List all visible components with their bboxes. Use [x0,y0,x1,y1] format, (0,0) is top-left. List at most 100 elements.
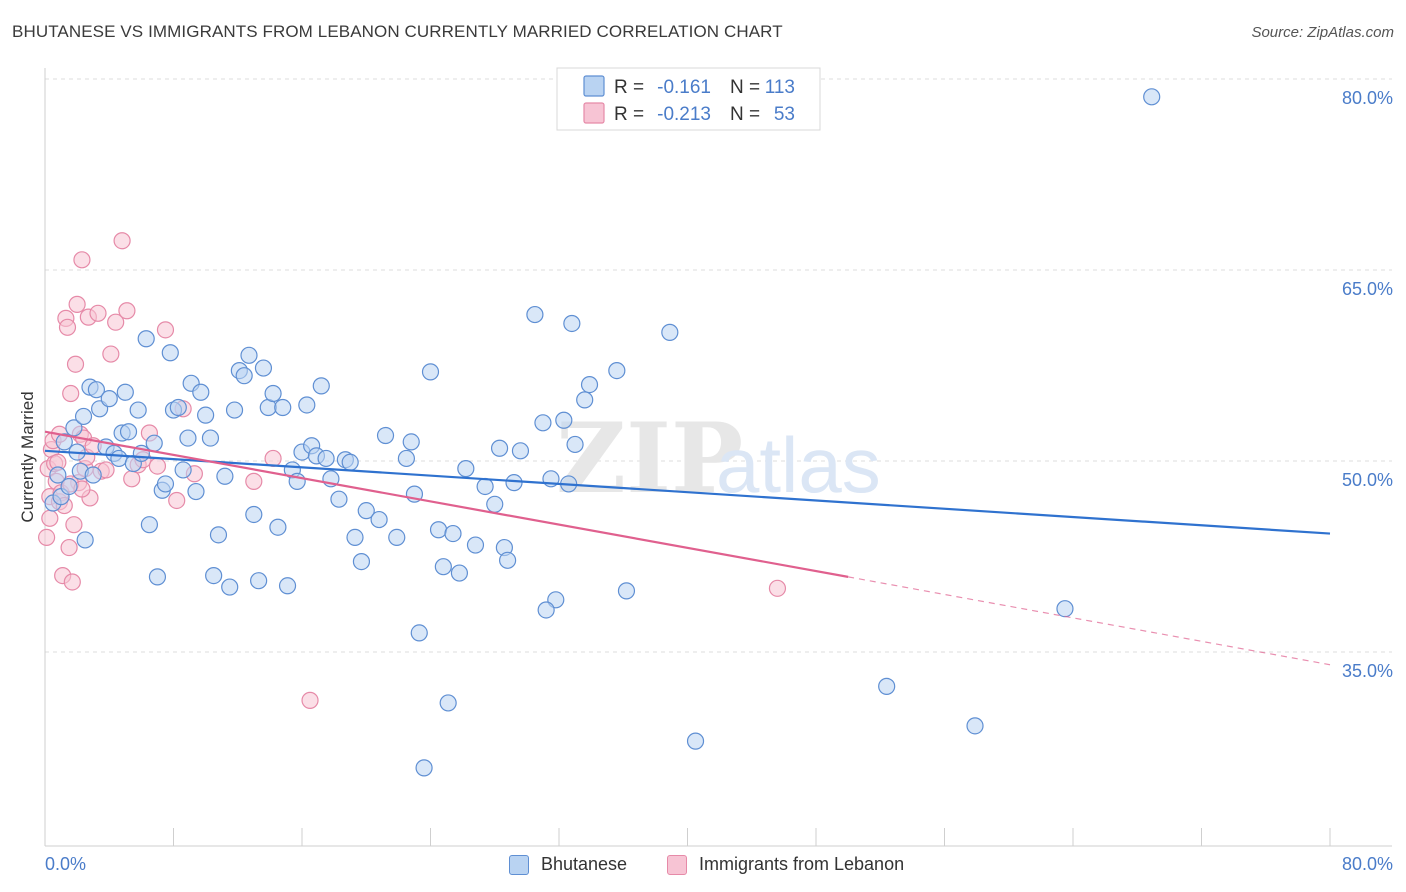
y-tick-label: 65.0% [1342,279,1393,299]
n-value: 53 [774,104,795,125]
lebanon-point [66,355,85,373]
bhutanese-point [505,474,523,492]
lebanon-point [65,516,83,534]
bhutanese-point [661,323,679,341]
bhutanese-point [444,524,462,543]
bhutanese-point [397,449,416,468]
bhutanese-point [317,449,335,468]
n-label: N = [730,77,760,98]
lebanon-point [60,538,78,557]
lebanon-point [118,302,136,320]
bhutanese-point [511,442,530,460]
lebanon-point [245,472,263,490]
bhutanese-point [450,564,469,582]
lebanon-point [156,321,175,339]
bhutanese-point [60,477,78,496]
lebanon-point [102,345,120,363]
legend-item-bhutanese[interactable]: Bhutanese [509,854,627,875]
r-label: R = [614,77,644,98]
r-value: -0.213 [657,104,711,125]
y-tick-label: 35.0% [1342,661,1393,681]
bhutanese-point [76,531,94,549]
bhutanese-point [140,516,159,534]
bhutanese-point [209,526,228,544]
bhutanese-point [49,466,67,484]
bhutanese-point [429,521,448,539]
bhutanese-point [100,390,118,408]
bhutanese-point [563,314,581,333]
legend-label-lebanon: Immigrants from Lebanon [699,854,905,874]
bhutanese-point [434,558,452,576]
bhutanese-point [346,528,364,547]
bhutanese-point [534,414,552,432]
bhutanese-point [537,601,555,619]
bhutanese-point [1143,88,1161,106]
bhutanese-points [44,88,1161,777]
bhutanese-point [526,305,544,324]
bhutanese-point [966,717,984,735]
bhutanese-point [129,401,147,419]
bhutanese-point [179,429,197,447]
lebanon-point [63,573,81,591]
bhutanese-point [274,398,292,417]
source-label: Source: ZipAtlas.com [1251,24,1394,41]
y-tick-label: 50.0% [1342,470,1393,490]
bhutanese-point [439,694,457,712]
bhutanese-point [566,435,584,454]
y-tick-labels: 35.0% 50.0% 65.0% 80.0% [1342,88,1393,681]
bhutanese-point [421,363,440,381]
bhutanese-point [298,396,316,414]
bhutanese-point [74,407,93,426]
bhutanese-point [376,426,395,445]
bhutanese-point [145,434,163,452]
axes [44,68,1392,847]
watermark-zip: ZIP [556,402,743,515]
bhutanese-point [197,406,215,424]
legend-swatch-blue [509,854,529,875]
bhutanese-point [617,582,636,600]
n-label: N = [730,104,760,125]
bhutanese-point [205,566,223,585]
lebanon-point [107,313,125,331]
x-tick-label-max: 80.0% [1342,854,1393,874]
bhutanese-point [330,490,348,508]
lebanon-trend-line [44,430,849,578]
lebanon-trend-extension [848,576,1331,666]
bhutanese-point [686,732,705,750]
bhutanese-point [269,518,287,536]
bhutanese-point [84,466,102,484]
bhutanese-point [264,384,282,403]
chart-title: BHUTANESE VS IMMIGRANTS FROM LEBANON CUR… [12,22,783,41]
bhutanese-point [388,528,406,547]
lebanon-point [58,318,77,336]
bhutanese-point [240,346,258,364]
correlation-legend: R = -0.161 N = 113 R = -0.213 N = 53 [556,67,821,131]
watermark-atlas: atlas [716,421,881,509]
bhutanese-point [187,482,205,501]
bhutanese-point [490,439,509,457]
bhutanese-point [192,383,210,401]
bhutanese-point [457,460,475,478]
bhutanese-point [476,477,494,496]
bhutanese-point [55,433,73,451]
r-value: -0.161 [657,77,711,98]
bhutanese-point [410,624,428,642]
bhutanese-point [278,577,297,595]
y-tick-label: 80.0% [1342,88,1393,108]
legend-item-lebanon[interactable]: Immigrants from Lebanon [667,854,904,875]
bhutanese-point [169,398,187,417]
lebanon-point [62,384,80,403]
x-tick-labels: 0.0% 80.0% [45,854,1393,874]
bhutanese-point [235,367,253,385]
bhutanese-point [156,475,175,493]
bhutanese-point [221,578,239,596]
series-legend: Bhutanese Immigrants from Lebanon [0,850,1406,880]
bhutanese-point [555,411,573,429]
bhutanese-point [878,677,896,695]
lebanon-point [148,457,167,475]
legend-swatch-pink [667,854,687,875]
y-axis-label: Currently Married [18,391,37,522]
correlation-swatch [583,75,605,97]
